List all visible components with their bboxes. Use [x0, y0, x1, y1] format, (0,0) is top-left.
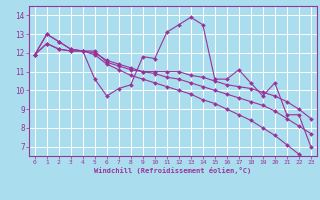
X-axis label: Windchill (Refroidissement éolien,°C): Windchill (Refroidissement éolien,°C): [94, 167, 252, 174]
